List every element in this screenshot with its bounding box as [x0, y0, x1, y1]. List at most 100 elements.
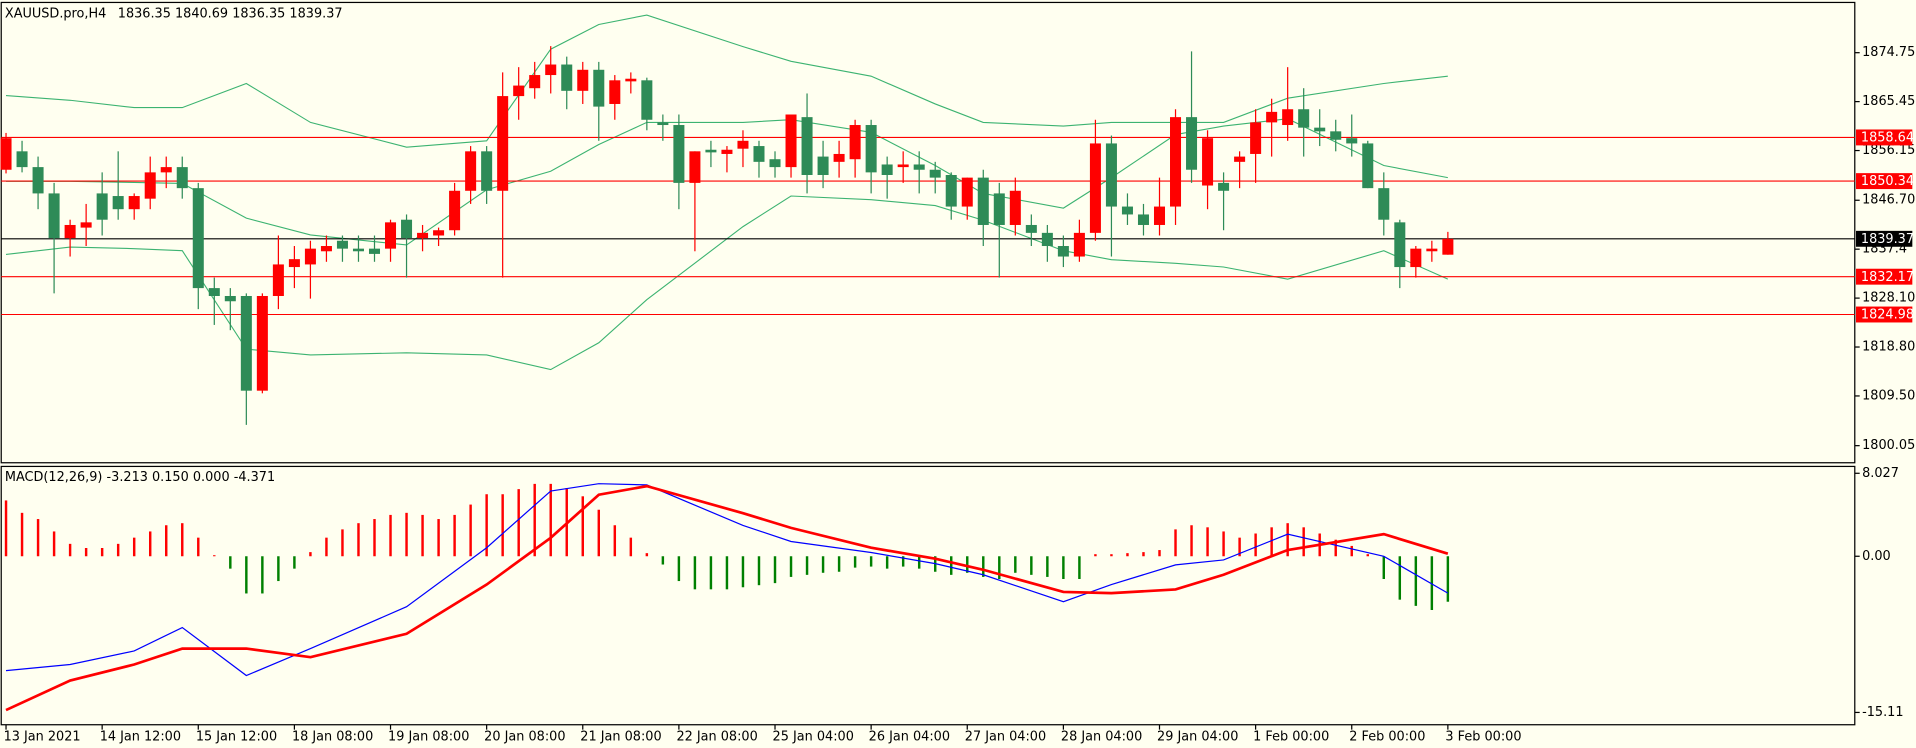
y-tick-label: 1874.75 [1862, 45, 1915, 60]
candle-body [705, 149, 717, 153]
candle-body [865, 125, 877, 173]
y-tick-label: 1828.10 [1862, 291, 1915, 306]
x-tick-label: 22 Jan 08:00 [676, 729, 757, 744]
candle-body [1346, 138, 1358, 144]
candle-body [945, 174, 957, 207]
candle-body [256, 295, 268, 391]
y-tick-label: 8.027 [1862, 466, 1899, 481]
candle-body [1282, 109, 1294, 126]
candle-body [801, 117, 813, 175]
candle-body [609, 80, 621, 104]
candle-body [433, 230, 445, 236]
level-tag-label: 1858.64 [1861, 131, 1914, 146]
candle-body [497, 96, 509, 191]
candle-body [977, 177, 989, 225]
y-tick-label: 1818.80 [1862, 340, 1915, 355]
candle-body [593, 69, 605, 107]
candle-body [1362, 143, 1374, 189]
candle-body [1041, 232, 1053, 247]
candle-body [1153, 206, 1166, 225]
candle-body [769, 159, 781, 168]
level-tag [1856, 268, 1913, 285]
candle-body [1378, 188, 1390, 220]
candle-body [625, 78, 637, 82]
y-tick-label: 1856.15 [1862, 143, 1915, 158]
x-tick-label: 13 Jan 2021 [4, 729, 81, 744]
candle-body [0, 138, 12, 170]
candle-body [160, 167, 172, 173]
x-tick-label: 20 Jan 08:00 [484, 729, 565, 744]
candle-body [1426, 248, 1438, 252]
candle-body [753, 146, 765, 162]
candle-body [545, 64, 557, 76]
candle-body [1025, 224, 1037, 233]
chart-title: XAUUSD.pro,H4 1836.35 1840.69 1836.35 18… [5, 6, 343, 21]
candle-body [577, 69, 589, 91]
candle-body [481, 151, 493, 191]
candle-body [368, 248, 381, 254]
candle-body [224, 295, 236, 302]
x-tick-label: 29 Jan 04:00 [1157, 729, 1238, 744]
candle-body [32, 167, 44, 194]
y-tick-label: -15.11 [1862, 705, 1903, 720]
candle-body [401, 219, 413, 239]
level-tag [1856, 306, 1913, 323]
y-tick-label: 1800.05 [1862, 438, 1915, 453]
candle-body [1266, 111, 1278, 123]
macd-title: MACD(12,26,9) -3.213 0.150 0.000 -4.371 [5, 470, 275, 485]
candle-body [16, 151, 28, 168]
candle-body [673, 125, 685, 183]
level-tag-label: 1839.37 [1861, 232, 1914, 247]
candle-body [833, 153, 845, 162]
candle-body [897, 164, 909, 168]
candle-body [1105, 143, 1117, 207]
ohlc-close: 1839.37 [289, 6, 342, 21]
candle-body [737, 140, 749, 149]
x-tick-label: 27 Jan 04:00 [965, 729, 1046, 744]
ohlc-high: 1840.69 [175, 6, 228, 21]
candle-body [176, 167, 188, 189]
candle-body [929, 169, 941, 178]
x-tick-label: 14 Jan 12:00 [100, 729, 181, 744]
level-tag [1856, 230, 1913, 247]
candle-body [529, 75, 541, 89]
candle-body [1330, 131, 1342, 140]
candle-body [48, 193, 60, 239]
candle-body [785, 114, 797, 168]
level-tag-label: 1824.98 [1861, 308, 1914, 323]
candle-body [1394, 222, 1406, 268]
candle-body [128, 196, 140, 210]
plot-layer: 1874.751865.451856.151846.701837.41828.1… [0, 14, 1915, 744]
candle-body [320, 246, 332, 252]
candle-body [64, 224, 76, 239]
candle-body [1218, 182, 1230, 191]
candle-body [1089, 143, 1101, 233]
candle-body [1009, 190, 1021, 225]
y-tick-label: 1809.50 [1862, 388, 1915, 403]
candle-body [240, 295, 252, 391]
x-tick-label: 26 Jan 04:00 [869, 729, 950, 744]
macd-line [5, 483, 1449, 677]
candle-body [513, 85, 525, 97]
candle-body [1410, 248, 1422, 268]
candle-body [144, 172, 156, 199]
level-tag [1856, 129, 1913, 146]
candle-body [304, 248, 316, 265]
x-tick-label: 15 Jan 12:00 [196, 729, 277, 744]
candle-body [817, 156, 829, 175]
candle-body [352, 248, 364, 252]
candle-body [1314, 127, 1326, 132]
ohlc-low: 1836.35 [232, 6, 285, 21]
candle-body [849, 125, 861, 160]
candle-body [721, 149, 733, 154]
x-tick-label: 3 Feb 00:00 [1445, 729, 1521, 744]
candle-body [1186, 117, 1198, 170]
price-panel [0, 1, 1856, 464]
y-tick-label: 1865.45 [1862, 94, 1915, 109]
candle-body [689, 151, 701, 183]
macd-line [5, 484, 1449, 712]
candle-body [961, 177, 973, 207]
candle-body [561, 64, 573, 91]
band-lower [5, 195, 1449, 371]
x-tick-label: 25 Jan 04:00 [773, 729, 854, 744]
